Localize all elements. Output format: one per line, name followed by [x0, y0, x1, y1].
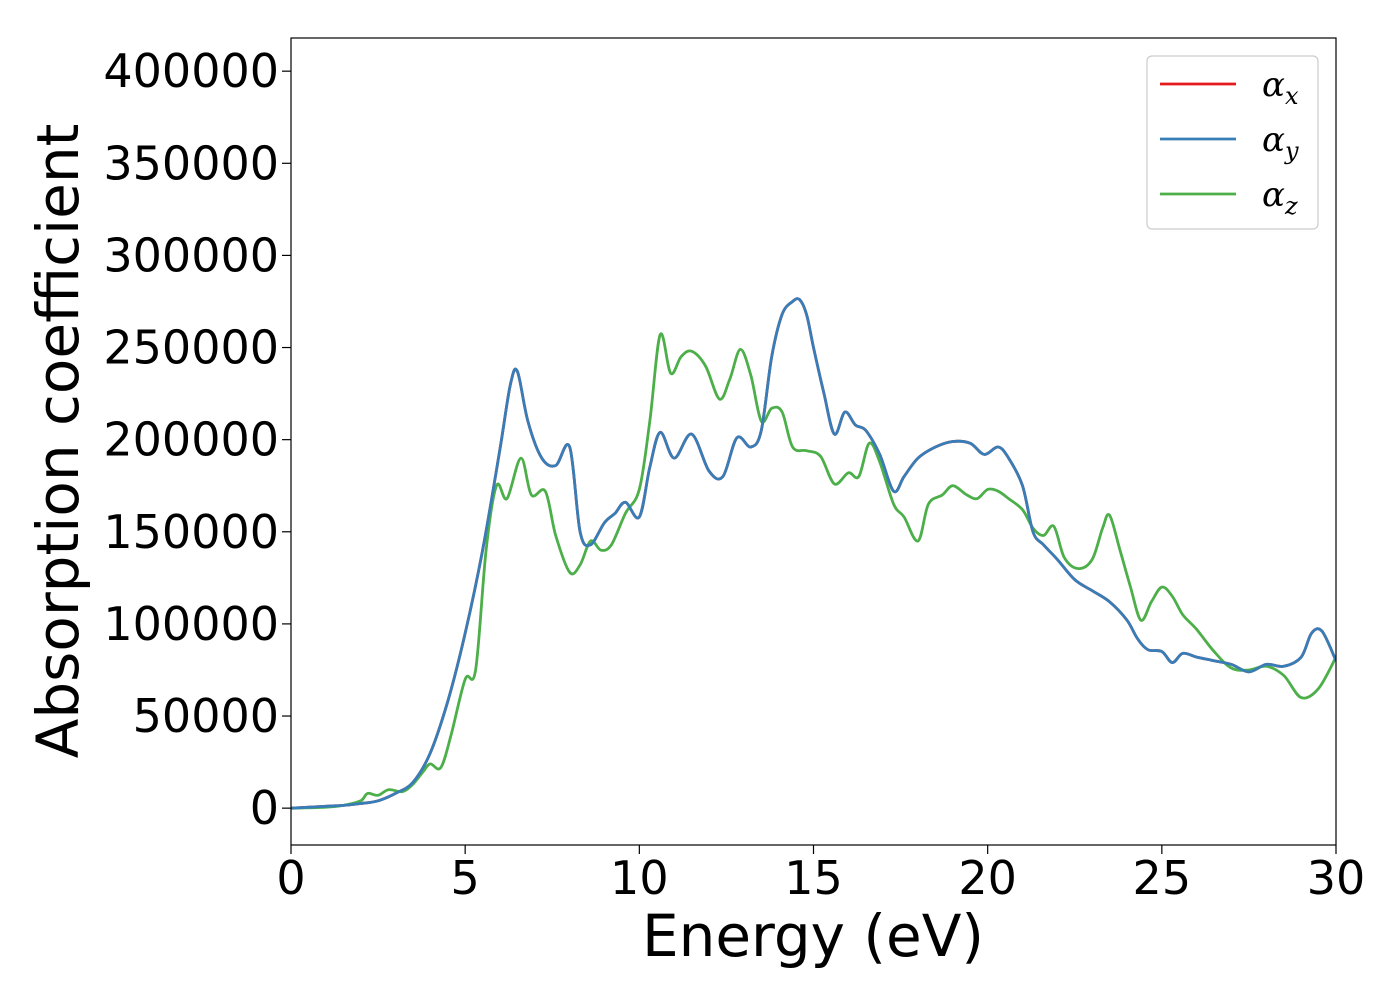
series-line-x	[291, 297, 1336, 810]
series-line-z	[291, 332, 1336, 810]
y-tick-label: 200000	[103, 413, 279, 467]
x-tick-label: 25	[1133, 851, 1192, 905]
x-tick-label: 20	[958, 851, 1017, 905]
y-tick-label: 0	[250, 781, 279, 835]
series-line-y	[291, 297, 1336, 810]
legend-label-x: αx	[1262, 65, 1299, 110]
y-axis-label: Absorption coefficient	[24, 124, 92, 759]
y-tick-label: 250000	[103, 321, 279, 375]
x-axis-ticks: 0 5 10 15 20 25 30	[276, 845, 1365, 905]
x-tick-label: 5	[451, 851, 480, 905]
y-tick-label: 400000	[103, 44, 279, 98]
x-tick-label: 15	[784, 851, 843, 905]
y-tick-label: 350000	[103, 136, 279, 190]
y-tick-label: 100000	[103, 597, 279, 651]
x-axis-label: Energy (eV)	[642, 902, 984, 970]
y-axis-ticks: 0 50000 100000 150000 200000 250000 300000 3500…	[103, 44, 291, 835]
x-tick-label: 10	[610, 851, 669, 905]
legend-label-z: αz	[1262, 175, 1298, 220]
series-layer	[291, 297, 1336, 810]
legend-label-y: αy	[1262, 120, 1299, 165]
x-tick-label: 30	[1307, 851, 1366, 905]
legend-box	[1146, 55, 1319, 230]
y-tick-label: 150000	[103, 505, 279, 559]
y-tick-label: 300000	[103, 228, 279, 282]
x-tick-label: 0	[276, 851, 305, 905]
legend: αx αy αz	[1146, 55, 1319, 230]
y-tick-label: 50000	[133, 689, 279, 743]
